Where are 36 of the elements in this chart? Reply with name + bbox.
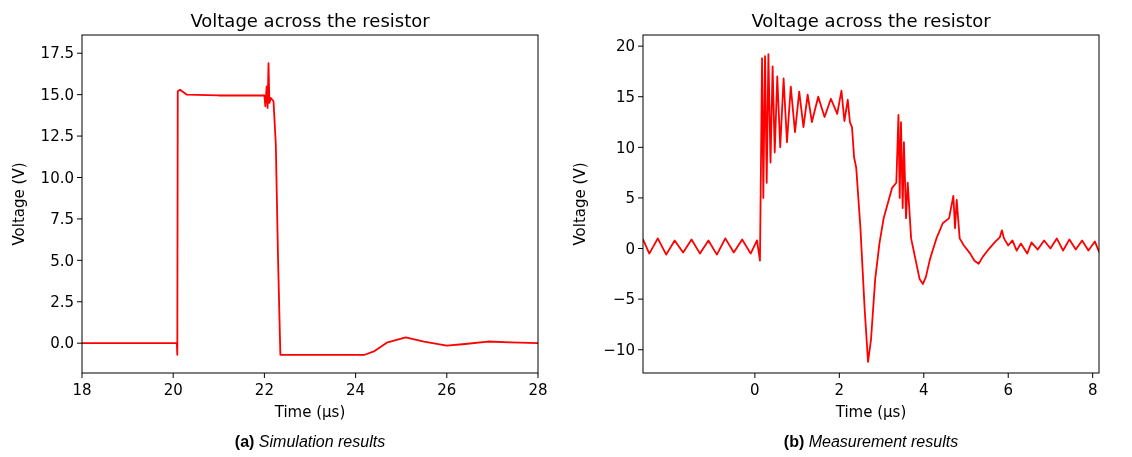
line-series (643, 53, 1099, 363)
y-tick-label: 10 (615, 138, 635, 157)
y-tick-label: 10.0 (40, 168, 74, 187)
y-axis-title: Voltage (V) (10, 162, 28, 246)
y-tick-label: 7.5 (50, 210, 74, 229)
x-tick-label: 6 (1003, 381, 1013, 399)
x-tick-label: 24 (346, 381, 366, 399)
y-tick-label: 15.0 (40, 85, 74, 104)
y-tick-label: 15 (615, 87, 635, 106)
y-tick-label: 17.5 (40, 44, 74, 63)
x-tick-label: 26 (437, 381, 457, 399)
y-tick-label: 0.0 (50, 334, 74, 353)
x-tick-label: 2 (834, 381, 845, 399)
y-tick-label: 20 (615, 37, 635, 56)
chart-title: Voltage across the resistor (751, 10, 992, 31)
x-tick-label: 22 (254, 381, 274, 399)
chart-title: Voltage across the resistor (190, 10, 431, 31)
text: (a) Simulation results (234, 433, 386, 450)
x-tick-label: 18 (72, 381, 92, 399)
y-tick-label: 12.5 (40, 127, 74, 146)
y-tick-label: 5.0 (50, 251, 74, 270)
x-tick-label: 28 (528, 381, 548, 399)
y-axis-title: Voltage (V) (571, 162, 589, 246)
text: (b) Measurement results (783, 433, 959, 450)
x-axis-title: Time (μs) (834, 403, 907, 421)
x-axis-title: Time (μs) (273, 403, 346, 421)
y-tick-label: 2.5 (50, 293, 74, 311)
x-tick-label: 4 (919, 381, 929, 399)
y-tick-label: −5 (612, 290, 635, 309)
y-tick-label: 0 (625, 239, 635, 258)
x-tick-label: 8 (1087, 381, 1098, 399)
y-tick-label: 5 (625, 189, 635, 208)
y-tick-label: −10 (603, 340, 635, 359)
line-series (82, 62, 538, 356)
x-tick-label: 20 (163, 381, 183, 399)
x-tick-label: 0 (750, 381, 760, 399)
